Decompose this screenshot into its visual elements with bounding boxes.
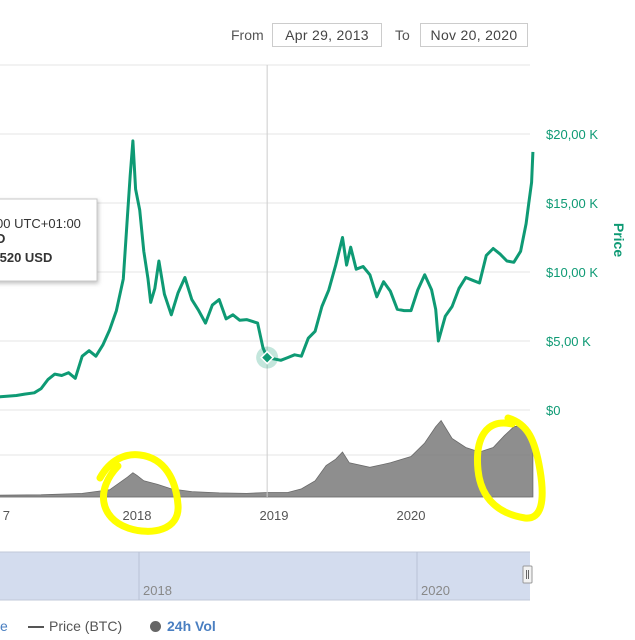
x-tick-0: 7	[3, 508, 10, 523]
to-label: To	[395, 27, 410, 43]
crosshair	[256, 65, 279, 497]
legend-line-icon	[28, 626, 44, 629]
marker-diamond	[260, 350, 275, 365]
nav-tick-1: 2020	[421, 583, 450, 598]
highlight-circle-2020	[473, 414, 546, 522]
legend-item-clipped[interactable]: e	[0, 618, 8, 634]
y-tick-3: $15,00 K	[546, 196, 598, 211]
x-tick-1: 2018	[123, 508, 152, 523]
y-tick-2: $10,00 K	[546, 265, 598, 280]
price-line	[0, 139, 535, 399]
volume-series	[0, 419, 534, 498]
legend-item-volume[interactable]: 24h Vol	[150, 618, 216, 634]
legend-volume-label: 24h Vol	[167, 618, 216, 634]
navigator-ticks: 2018 2020	[138, 552, 450, 600]
legend-dot-icon	[150, 621, 161, 632]
from-date-input[interactable]: Apr 29, 2013	[272, 23, 382, 47]
price-tooltip: 00 UTC+01:00 D .520 USD	[0, 198, 98, 282]
tooltip-price: .520 USD	[0, 250, 52, 265]
x-tick-2: 2019	[260, 508, 289, 523]
navigator-right-handle[interactable]	[522, 565, 533, 584]
x-axis-ticks: 7 2018 2019 2020	[3, 508, 426, 523]
y-axis-title: Price	[611, 223, 627, 257]
tooltip-time: 00 UTC+01:00	[0, 216, 81, 231]
legend-item-btc[interactable]: Price (BTC)	[28, 618, 122, 634]
range-navigator[interactable]: 2018 2020	[0, 551, 533, 601]
tooltip-box	[0, 198, 98, 282]
x-tick-3: 2020	[397, 508, 426, 523]
y-tick-1: $5,00 K	[546, 334, 591, 349]
to-date-input[interactable]: Nov 20, 2020	[420, 23, 528, 47]
y-tick-4: $20,00 K	[546, 127, 598, 142]
y-tick-0: $0	[546, 403, 560, 418]
tooltip-line2: D	[0, 231, 5, 246]
from-label: From	[231, 27, 264, 43]
y-axis-ticks: $0 $5,00 K $10,00 K $15,00 K $20,00 K	[546, 127, 598, 418]
navigator-selection[interactable]	[0, 552, 530, 600]
nav-tick-0: 2018	[143, 583, 172, 598]
volume-area	[0, 419, 534, 498]
highlight-circle-2018	[96, 451, 182, 535]
price-series	[0, 139, 535, 399]
legend-btc-label: Price (BTC)	[49, 618, 123, 634]
